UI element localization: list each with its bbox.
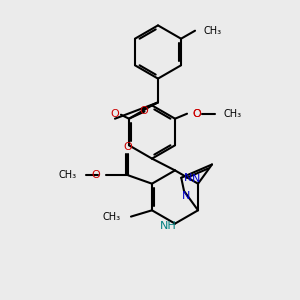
Text: O: O <box>91 170 100 180</box>
Text: O: O <box>124 142 133 152</box>
Text: N: N <box>192 174 200 184</box>
Text: O: O <box>111 109 119 119</box>
Text: CH₃: CH₃ <box>203 26 221 36</box>
Text: CH₃: CH₃ <box>58 170 76 180</box>
Text: CH₃: CH₃ <box>103 212 121 222</box>
Text: N: N <box>184 173 192 183</box>
Text: CH₃: CH₃ <box>223 109 241 119</box>
Text: N: N <box>182 191 190 201</box>
Text: O: O <box>139 106 148 116</box>
Text: O: O <box>193 109 201 119</box>
Text: O: O <box>193 109 201 119</box>
Text: NH: NH <box>160 220 176 231</box>
